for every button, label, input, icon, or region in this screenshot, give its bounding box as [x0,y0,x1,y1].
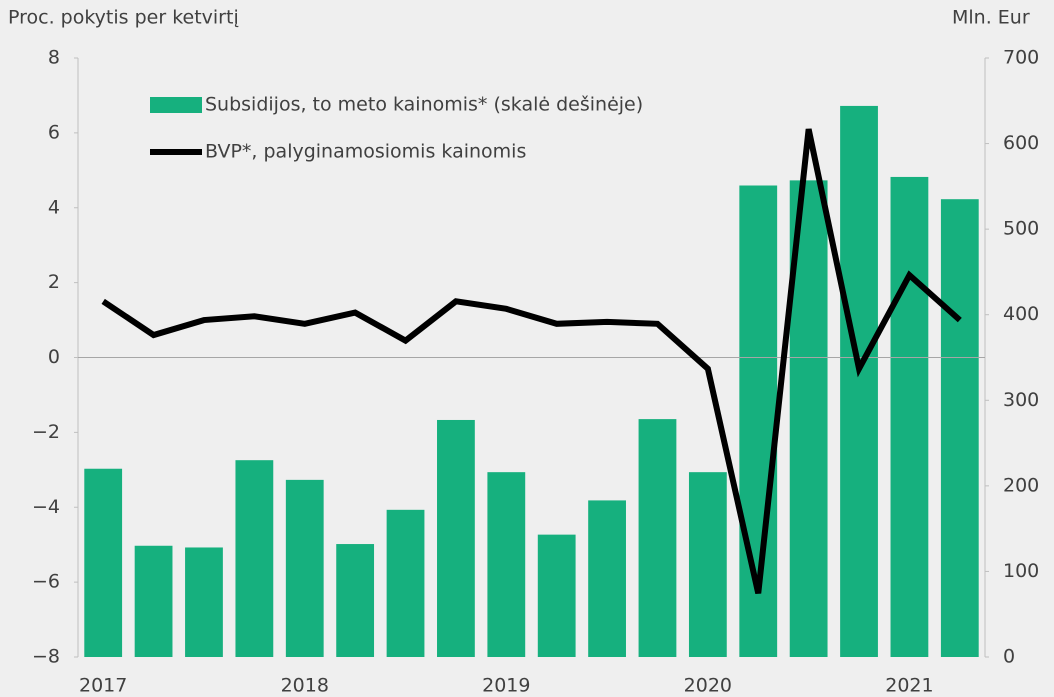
y2-tick-label: 200 [1003,474,1039,496]
y2-tick-label: 0 [1003,646,1015,668]
bar [134,545,173,657]
y2-tick-label: 700 [1003,47,1039,69]
y-tick-label: 2 [48,271,60,293]
y2-axis-label: Mln. Eur [952,7,1030,29]
y2-tick-label: 100 [1003,560,1039,582]
bar [588,500,626,657]
y-axis-label: Proc. pokytis per ketvirtį [8,7,239,29]
legend-swatch [150,97,202,113]
bar [487,472,526,657]
line [101,128,962,595]
y-tick-label: 4 [48,196,60,218]
y-tick-label: −8 [32,646,60,668]
y-tick-label: 0 [48,346,60,368]
bar [437,419,475,657]
bar [890,176,929,658]
bar [185,547,223,657]
x-tick-label: 2018 [281,675,329,697]
y-tick-label: 8 [48,47,60,69]
legend-label: BVP*, palyginamosiomis kainomis [205,141,526,163]
y-tick-label: −2 [32,421,60,443]
bar [235,460,274,657]
legend-label: Subsidijos, to meto kainomis* (skalė deš… [205,94,643,116]
x-tick-label: 2017 [79,675,127,697]
y-tick-label: 6 [48,121,60,143]
bar [336,544,375,657]
bar [285,479,324,657]
bar [940,199,979,657]
x-tick-label: 2020 [684,675,732,697]
bar [537,534,576,657]
y2-tick-label: 600 [1003,132,1039,154]
bar [386,509,425,657]
x-tick-label: 2019 [482,675,530,697]
y2-tick-label: 300 [1003,389,1039,411]
bar [688,472,727,657]
bar [840,105,878,658]
y-tick-label: −6 [32,571,60,593]
y2-tick-label: 400 [1003,303,1039,325]
bar [84,468,123,657]
bar [638,419,677,657]
y-tick-label: −4 [32,496,60,518]
x-tick-label: 2021 [885,675,933,697]
y2-tick-label: 500 [1003,218,1039,240]
